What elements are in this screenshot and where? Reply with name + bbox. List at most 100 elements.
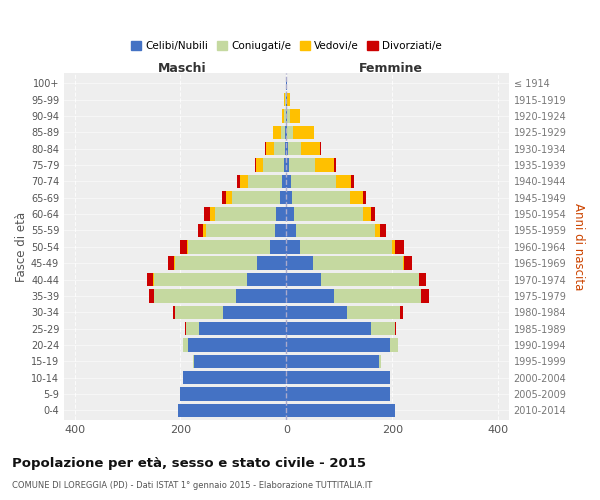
Bar xyxy=(286,110,300,122)
Bar xyxy=(223,306,286,319)
Bar xyxy=(193,354,286,368)
Bar xyxy=(154,273,286,286)
Bar xyxy=(286,126,314,139)
Bar xyxy=(286,338,398,351)
Bar xyxy=(273,126,286,139)
Bar xyxy=(205,208,286,221)
Bar xyxy=(271,240,286,254)
Bar xyxy=(286,322,395,336)
Bar xyxy=(265,142,286,156)
Bar xyxy=(286,306,347,319)
Bar xyxy=(286,240,395,254)
Bar xyxy=(286,126,287,139)
Text: Maschi: Maschi xyxy=(158,62,206,75)
Bar xyxy=(173,306,286,319)
Bar xyxy=(178,404,286,417)
Bar xyxy=(273,126,286,139)
Bar xyxy=(286,240,299,254)
Bar xyxy=(286,306,403,319)
Bar xyxy=(215,208,286,221)
Bar xyxy=(286,273,419,286)
Bar xyxy=(181,388,286,400)
Bar xyxy=(286,142,320,156)
Bar xyxy=(257,256,286,270)
Bar xyxy=(188,338,286,351)
Bar xyxy=(286,306,400,319)
Bar xyxy=(175,306,286,319)
Bar xyxy=(286,371,390,384)
Bar xyxy=(286,191,363,204)
Bar xyxy=(181,240,286,254)
Bar xyxy=(286,126,314,139)
Bar xyxy=(286,208,371,221)
Bar xyxy=(286,174,290,188)
Bar xyxy=(286,110,300,122)
Bar xyxy=(194,354,286,368)
Text: COMUNE DI LOREGGIA (PD) - Dati ISTAT 1° gennaio 2015 - Elaborazione TUTTITALIA.I: COMUNE DI LOREGGIA (PD) - Dati ISTAT 1° … xyxy=(12,481,372,490)
Bar xyxy=(240,174,286,188)
Bar xyxy=(280,191,286,204)
Bar xyxy=(286,191,350,204)
Bar xyxy=(275,224,286,237)
Bar xyxy=(286,142,301,156)
Bar xyxy=(286,338,398,351)
Bar xyxy=(286,354,379,368)
Bar xyxy=(193,354,286,368)
Bar xyxy=(193,354,286,368)
Bar xyxy=(286,76,287,90)
Bar xyxy=(286,174,335,188)
Bar xyxy=(286,404,395,417)
Bar xyxy=(175,256,286,270)
Bar xyxy=(149,289,286,302)
Bar xyxy=(281,110,286,122)
Bar xyxy=(286,256,403,270)
Bar xyxy=(181,388,286,400)
Bar xyxy=(188,240,286,254)
Bar xyxy=(286,208,295,221)
Bar xyxy=(282,174,286,188)
Bar xyxy=(263,158,286,172)
Bar xyxy=(286,158,335,172)
Legend: Celibi/Nubili, Coniugati/e, Vedovi/e, Divorziati/e: Celibi/Nubili, Coniugati/e, Vedovi/e, Di… xyxy=(127,37,446,56)
Bar xyxy=(256,158,286,172)
Bar xyxy=(274,142,286,156)
Bar xyxy=(286,338,398,351)
Bar xyxy=(187,240,286,254)
Bar xyxy=(181,388,286,400)
Bar xyxy=(222,191,286,204)
Bar xyxy=(185,322,286,336)
Bar xyxy=(286,289,421,302)
Bar xyxy=(286,191,292,204)
Bar xyxy=(286,322,395,336)
Bar xyxy=(286,354,380,368)
Bar xyxy=(286,371,389,384)
Bar xyxy=(182,371,286,384)
Bar xyxy=(284,93,286,106)
Bar xyxy=(286,338,389,351)
Bar xyxy=(286,208,376,221)
Bar xyxy=(286,110,290,122)
Bar xyxy=(182,338,286,351)
Bar xyxy=(284,158,286,172)
Bar xyxy=(286,388,389,400)
Bar xyxy=(286,224,386,237)
Bar xyxy=(284,110,286,122)
Bar xyxy=(286,256,412,270)
Bar xyxy=(286,306,400,319)
Bar xyxy=(286,240,404,254)
Bar xyxy=(281,126,286,139)
Bar xyxy=(286,240,392,254)
Bar xyxy=(286,404,395,417)
Bar xyxy=(247,273,286,286)
Bar xyxy=(254,158,286,172)
Bar xyxy=(236,289,286,302)
Bar xyxy=(286,174,354,188)
Bar xyxy=(286,158,289,172)
Bar xyxy=(286,404,395,417)
Bar xyxy=(286,322,396,336)
Bar xyxy=(286,273,419,286)
Bar xyxy=(286,322,371,336)
Bar xyxy=(232,191,286,204)
Bar xyxy=(286,289,421,302)
Bar xyxy=(286,224,376,237)
